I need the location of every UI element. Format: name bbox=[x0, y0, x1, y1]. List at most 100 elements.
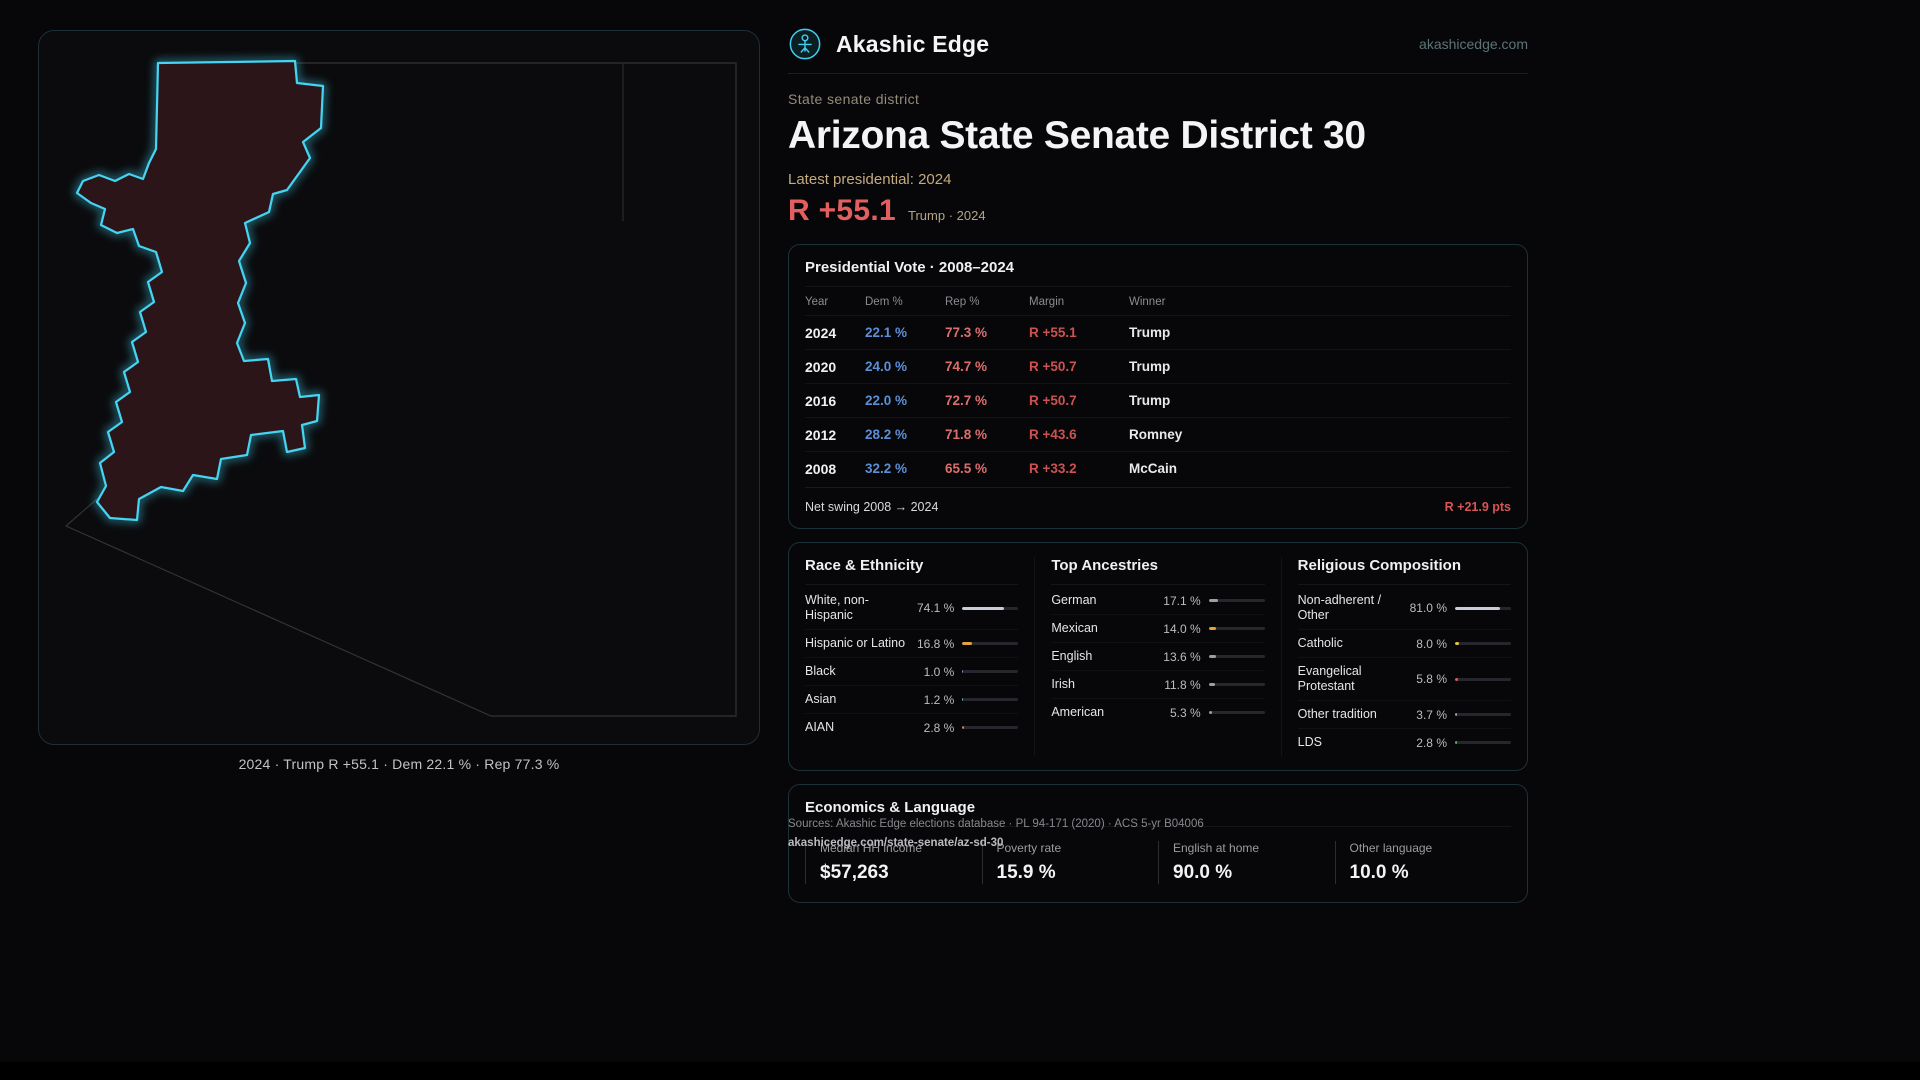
demo-bar-fill bbox=[962, 606, 1004, 610]
demo-label: Evangelical Protestant bbox=[1297, 664, 1362, 693]
demo-bar bbox=[1454, 741, 1511, 744]
demo-label: American bbox=[1051, 705, 1105, 719]
list-item: Irish 11.8 % bbox=[1051, 671, 1265, 699]
demo-label: Hispanic or Latino bbox=[805, 636, 906, 650]
stat-value: 15.9 % bbox=[996, 862, 1056, 883]
demo-value: 2.8 % bbox=[923, 720, 955, 735]
cell-margin: R +43.6 bbox=[1029, 427, 1077, 442]
demo-bar-fill bbox=[1208, 655, 1217, 658]
bottom-bar bbox=[0, 1062, 1920, 1080]
list-item: White, non-Hispanic 74.1 % bbox=[805, 587, 1019, 630]
demo-label: Other tradition bbox=[1297, 707, 1377, 721]
demo-bar bbox=[1208, 599, 1265, 602]
demo-value: 11.8 % bbox=[1164, 677, 1201, 692]
table-row: 2012 28.2 % 71.8 % R +43.6 Romney bbox=[805, 417, 1511, 451]
list-item: Evangelical Protestant 5.8 % bbox=[1297, 658, 1511, 701]
cell-year: 2020 bbox=[805, 358, 837, 375]
cell-year: 2024 bbox=[805, 324, 837, 341]
demo-value: 13.6 % bbox=[1163, 649, 1201, 664]
table-row: 2016 22.0 % 72.7 % R +50.7 Trump bbox=[805, 383, 1511, 417]
stat-poverty-rate: Poverty rate 15.9 % bbox=[981, 841, 1159, 884]
col-dem: Dem % bbox=[865, 296, 903, 308]
page-title: Arizona State Senate District 30 bbox=[788, 114, 1366, 157]
demo-bar bbox=[962, 698, 1019, 701]
site-url-link[interactable]: akashicedge.com bbox=[1419, 36, 1528, 52]
cell-winner: McCain bbox=[1129, 461, 1178, 476]
stat-label: Median HH income bbox=[820, 841, 923, 855]
stat-label: Other language bbox=[1349, 841, 1433, 855]
demo-label: Irish bbox=[1051, 677, 1075, 691]
cell-winner: Trump bbox=[1129, 359, 1171, 374]
ancestries-title: Top Ancestries bbox=[1051, 557, 1265, 585]
demo-value: 81.0 % bbox=[1409, 601, 1447, 615]
demo-bar-fill bbox=[1454, 741, 1457, 744]
demo-value: 1.2 % bbox=[923, 692, 955, 707]
ancestries-column: Top Ancestries German 17.1 % Mexican 14.… bbox=[1034, 557, 1280, 756]
net-swing-value: R +21.9 pts bbox=[1444, 500, 1511, 514]
table-header: Year Dem % Rep % Margin Winner bbox=[805, 287, 1511, 315]
demo-label: English bbox=[1051, 649, 1093, 663]
demo-bar bbox=[1208, 627, 1265, 630]
religion-rows: Non-adherent / Other 81.0 % Catholic 8.0… bbox=[1297, 587, 1511, 756]
stat-english-at-home: English at home 90.0 % bbox=[1158, 841, 1335, 884]
demo-bar bbox=[1454, 713, 1511, 716]
demo-label: White, non-Hispanic bbox=[805, 593, 869, 622]
table-row: 2020 24.0 % 74.7 % R +50.7 Trump bbox=[805, 349, 1511, 383]
demo-label: Catholic bbox=[1297, 636, 1343, 650]
cell-rep: 74.7 % bbox=[945, 359, 988, 374]
stat-value: 90.0 % bbox=[1173, 862, 1233, 883]
religion-title: Religious Composition bbox=[1297, 557, 1511, 585]
stat-value: 10.0 % bbox=[1349, 862, 1409, 883]
demo-bar bbox=[962, 726, 1019, 729]
map-caption: 2024 · Trump R +55.1 · Dem 22.1 % · Rep … bbox=[238, 756, 560, 772]
net-swing-label: Net swing 2008 → 2024 bbox=[805, 500, 939, 514]
demo-value: 74.1 % bbox=[916, 601, 955, 615]
list-item: Other tradition 3.7 % bbox=[1297, 701, 1511, 729]
demo-bar bbox=[1208, 655, 1265, 658]
cell-rep: 77.3 % bbox=[945, 325, 988, 340]
district-type-kicker: State senate district bbox=[788, 91, 920, 107]
list-item: German 17.1 % bbox=[1051, 587, 1265, 615]
race-ethnicity-column: Race & Ethnicity White, non-Hispanic 74.… bbox=[789, 557, 1034, 756]
demo-value: 14.0 % bbox=[1163, 621, 1201, 636]
economics-panel: Economics & Language Median HH income $5… bbox=[788, 784, 1528, 903]
col-rep: Rep % bbox=[945, 296, 980, 308]
cell-rep: 72.7 % bbox=[945, 393, 988, 408]
col-margin: Margin bbox=[1029, 296, 1065, 308]
demo-label: LDS bbox=[1297, 735, 1322, 749]
demo-bar bbox=[962, 606, 1019, 610]
report-column: Akashic Edge akashicedge.com State senat… bbox=[788, 0, 1528, 1080]
list-item: Non-adherent / Other 81.0 % bbox=[1297, 587, 1511, 630]
demo-bar-fill bbox=[962, 670, 963, 673]
demo-bar-fill bbox=[1208, 599, 1219, 602]
demo-bar-fill bbox=[1208, 683, 1216, 686]
demo-bar bbox=[1208, 683, 1265, 686]
header-divider bbox=[788, 73, 1528, 74]
cell-margin: R +50.7 bbox=[1029, 393, 1077, 408]
demo-bar-fill bbox=[1454, 713, 1458, 716]
demo-value: 16.8 % bbox=[916, 636, 955, 651]
demo-value: 17.1 % bbox=[1163, 593, 1201, 608]
demo-bar-fill bbox=[962, 642, 972, 645]
ancestries-rows: German 17.1 % Mexican 14.0 % English 13.… bbox=[1051, 587, 1265, 726]
demo-bar bbox=[1208, 711, 1265, 714]
margin-detail: Trump · 2024 bbox=[908, 208, 986, 223]
demo-bar-fill bbox=[1454, 677, 1459, 681]
cell-year: 2008 bbox=[805, 460, 837, 477]
permalink[interactable]: akashicedge.com/state-senate/az-sd-30 bbox=[788, 837, 1004, 849]
demographics-panel: Race & Ethnicity White, non-Hispanic 74.… bbox=[788, 542, 1528, 771]
demo-label: Asian bbox=[805, 692, 837, 706]
cell-dem: 22.0 % bbox=[865, 393, 908, 408]
site-header: Akashic Edge akashicedge.com bbox=[788, 0, 1528, 73]
demo-bar bbox=[962, 642, 1019, 645]
district-shape[interactable] bbox=[75, 59, 325, 522]
stat-median-income: Median HH income $57,263 bbox=[805, 841, 982, 884]
cell-rep: 65.5 % bbox=[945, 461, 988, 476]
demo-label: German bbox=[1051, 593, 1097, 607]
list-item: American 5.3 % bbox=[1051, 699, 1265, 726]
demo-bar bbox=[1454, 606, 1511, 610]
district-map-panel bbox=[38, 30, 760, 745]
demo-value: 1.0 % bbox=[923, 664, 955, 679]
demo-label: Mexican bbox=[1051, 621, 1098, 635]
